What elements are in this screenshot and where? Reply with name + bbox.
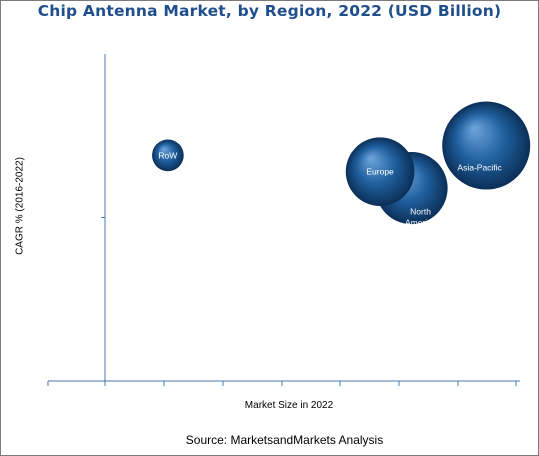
bubbles: North America Europe Asia-Pacific RoW [152, 101, 531, 227]
x-axis-label: Market Size in 2022 [244, 400, 334, 411]
axes [47, 54, 520, 386]
bubble-europe [345, 137, 415, 207]
bubble-row [152, 139, 184, 172]
bubble-label-europe: Europe [366, 167, 394, 177]
bubble-asia-pacific [442, 101, 531, 190]
bubble-label-row: RoW [158, 150, 177, 160]
source-note: Source: MarketsandMarkets Analysis [185, 433, 384, 447]
bubble-label-north-america: North America [405, 206, 436, 227]
chart-title: Chip Antenna Market, by Region, 2022 (US… [37, 2, 502, 20]
bubble-label-asia-pacific: Asia-Pacific [457, 163, 502, 173]
